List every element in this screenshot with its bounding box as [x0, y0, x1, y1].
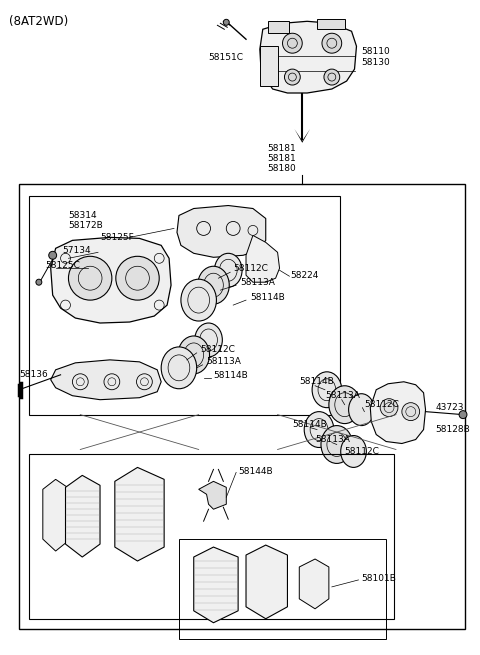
Text: 58181: 58181: [268, 144, 297, 153]
Ellipse shape: [161, 347, 197, 388]
Circle shape: [116, 256, 159, 300]
Text: 58112C: 58112C: [345, 447, 380, 456]
Text: 58314: 58314: [69, 211, 97, 220]
Text: 58113A: 58113A: [325, 391, 360, 400]
Text: 58113A: 58113A: [315, 435, 350, 444]
Text: 58112C: 58112C: [201, 345, 236, 354]
Polygon shape: [246, 545, 288, 619]
Text: 58114B: 58114B: [292, 420, 327, 429]
Polygon shape: [43, 479, 71, 551]
Polygon shape: [115, 468, 164, 561]
Text: 58130: 58130: [361, 58, 390, 67]
Polygon shape: [177, 206, 266, 257]
Bar: [260, 47, 277, 86]
Text: 58112C: 58112C: [364, 400, 399, 409]
Text: 58110: 58110: [361, 47, 390, 56]
Circle shape: [322, 33, 342, 53]
Text: 58128B: 58128B: [435, 425, 470, 434]
Text: 58113A: 58113A: [206, 358, 241, 366]
Polygon shape: [294, 129, 310, 143]
Ellipse shape: [195, 323, 222, 357]
Ellipse shape: [329, 386, 360, 424]
Circle shape: [459, 411, 467, 419]
Text: 58113A: 58113A: [240, 278, 275, 287]
Polygon shape: [51, 237, 171, 323]
Text: (8AT2WD): (8AT2WD): [9, 15, 69, 28]
Text: 58180: 58180: [268, 164, 297, 173]
Text: 58125F: 58125F: [100, 233, 134, 242]
Polygon shape: [260, 22, 357, 93]
Polygon shape: [370, 382, 426, 443]
Polygon shape: [65, 476, 100, 557]
Circle shape: [285, 69, 300, 85]
Circle shape: [380, 399, 398, 417]
Circle shape: [36, 279, 42, 285]
Bar: [268, 22, 289, 33]
Ellipse shape: [304, 411, 334, 447]
Text: 57134: 57134: [62, 246, 91, 255]
Text: 58172B: 58172B: [69, 221, 103, 230]
Polygon shape: [246, 235, 279, 282]
Ellipse shape: [215, 253, 242, 287]
Bar: [179, 539, 386, 639]
Text: 58114B: 58114B: [250, 293, 285, 302]
Circle shape: [402, 403, 420, 421]
Polygon shape: [194, 547, 238, 623]
Text: 58101B: 58101B: [361, 574, 396, 584]
Text: 43723: 43723: [435, 403, 464, 412]
Text: 58181: 58181: [268, 154, 297, 163]
Text: 58224: 58224: [290, 271, 319, 280]
Text: 58114B: 58114B: [300, 377, 334, 386]
Ellipse shape: [341, 436, 366, 468]
Polygon shape: [300, 559, 329, 608]
Text: 58144B: 58144B: [238, 467, 273, 476]
Circle shape: [69, 256, 112, 300]
Text: 58114B: 58114B: [214, 371, 248, 381]
Bar: [19, 183, 465, 629]
Bar: [29, 196, 340, 415]
Ellipse shape: [181, 279, 216, 321]
Text: 58125C: 58125C: [46, 261, 81, 270]
Polygon shape: [51, 360, 161, 400]
Ellipse shape: [312, 372, 342, 407]
Circle shape: [49, 252, 57, 259]
Ellipse shape: [178, 336, 209, 374]
Circle shape: [324, 69, 340, 85]
Circle shape: [283, 33, 302, 53]
Ellipse shape: [198, 267, 229, 304]
Polygon shape: [199, 481, 226, 509]
Text: 58151C: 58151C: [208, 52, 243, 62]
Ellipse shape: [348, 394, 374, 426]
Circle shape: [223, 19, 229, 26]
Bar: [317, 19, 345, 29]
Bar: [29, 455, 394, 619]
Ellipse shape: [321, 426, 352, 464]
Text: 58112C: 58112C: [233, 264, 268, 272]
Text: 58136: 58136: [19, 370, 48, 379]
